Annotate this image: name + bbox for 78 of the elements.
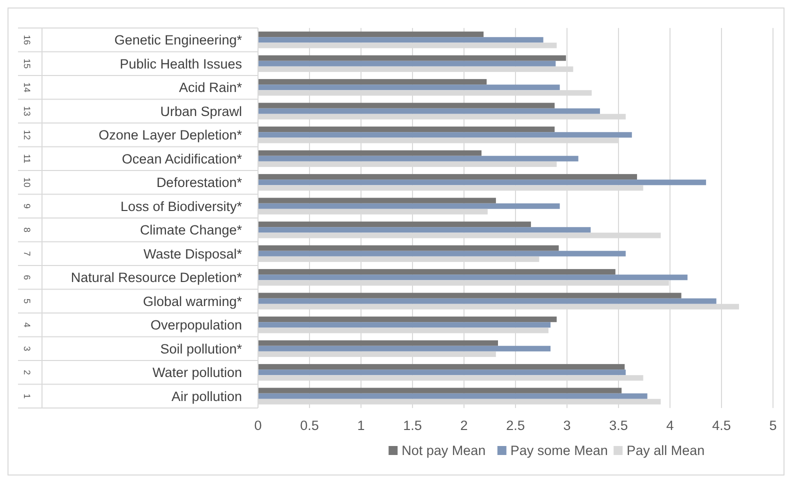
y-tick-label: Loss of Biodiversity* (120, 198, 243, 214)
text: 1 (22, 394, 32, 399)
x-tick-label: 2 (460, 418, 468, 433)
text: 3 (22, 346, 32, 352)
bar (258, 79, 487, 85)
legend-label: Not pay Mean (402, 443, 486, 458)
bar (258, 126, 555, 132)
bar (258, 84, 560, 90)
x-tick-label: 0.5 (300, 418, 319, 433)
y-tick-label: Ocean Acidification* (122, 151, 243, 166)
y-tick-label: Ozone Layer Depletion* (98, 128, 243, 143)
bar (258, 245, 559, 251)
text: 13 (22, 106, 32, 116)
text: 2 (22, 370, 32, 375)
x-tick-label: 4.5 (712, 418, 731, 433)
bar (258, 180, 706, 186)
text: 5 (22, 298, 32, 304)
text: 15 (22, 58, 32, 69)
bar (258, 364, 625, 370)
text: 16 (22, 34, 32, 45)
bar (258, 322, 551, 328)
bar (258, 292, 682, 298)
bar (258, 32, 484, 38)
text: 4 (22, 322, 32, 328)
text: 9 (22, 204, 32, 209)
legend-label: Pay all Mean (626, 443, 705, 458)
bar (258, 269, 616, 275)
text: 7 (22, 251, 32, 256)
bar (258, 340, 498, 346)
bar (258, 250, 626, 256)
y-tick-label: Air pollution (171, 388, 242, 404)
bar (258, 203, 560, 209)
bar (258, 370, 626, 376)
bar (258, 102, 555, 108)
y-tick-label: Global warming* (142, 294, 243, 309)
y-tick-label: Natural Resource Depletion* (70, 270, 243, 286)
bar (258, 37, 544, 43)
x-tick-label: 1 (357, 418, 365, 433)
y-tick-label: Overpopulation (150, 318, 242, 333)
y-tick-label: Waste Disposal* (143, 246, 243, 262)
bar (258, 227, 591, 233)
bar (258, 198, 496, 204)
text: 6 (22, 274, 32, 280)
x-tick-label: 1.5 (403, 418, 422, 433)
y-tick-label: Urban Sprawl (160, 104, 242, 119)
bar (258, 393, 648, 399)
x-tick-label: 3 (563, 418, 571, 433)
legend-label: Pay some Mean (510, 443, 608, 458)
y-tick-label: Soil pollution* (160, 341, 243, 356)
bar (258, 222, 531, 228)
y-tick-label: Climate Change* (140, 222, 243, 238)
bar (258, 298, 716, 304)
text: 12 (22, 130, 32, 140)
text: 8 (22, 227, 32, 232)
x-tick-label: 3.5 (609, 418, 628, 433)
bar (258, 316, 557, 322)
bar (258, 108, 600, 114)
y-tick-label: Water pollution (152, 365, 242, 380)
text: 14 (22, 82, 32, 92)
bar (258, 388, 622, 394)
bar (258, 174, 638, 180)
y-tick-label: Genetic Engineering* (114, 32, 243, 48)
bar (258, 274, 688, 280)
y-tick-label: Acid Rain* (178, 80, 243, 96)
text: 11 (22, 154, 32, 164)
bar (258, 150, 482, 156)
y-tick-label: Public Health Issues (120, 56, 242, 72)
bar (258, 60, 556, 66)
x-tick-label: 5 (769, 418, 777, 433)
x-tick-label: 4 (666, 418, 674, 433)
y-tick-label: Deforestation* (156, 175, 243, 190)
text: 10 (22, 177, 32, 188)
bar (258, 55, 566, 61)
x-tick-label: 2.5 (506, 418, 525, 433)
bar (258, 156, 578, 162)
bar (258, 346, 551, 352)
bar (258, 132, 632, 138)
x-tick-label: 0 (254, 418, 262, 433)
